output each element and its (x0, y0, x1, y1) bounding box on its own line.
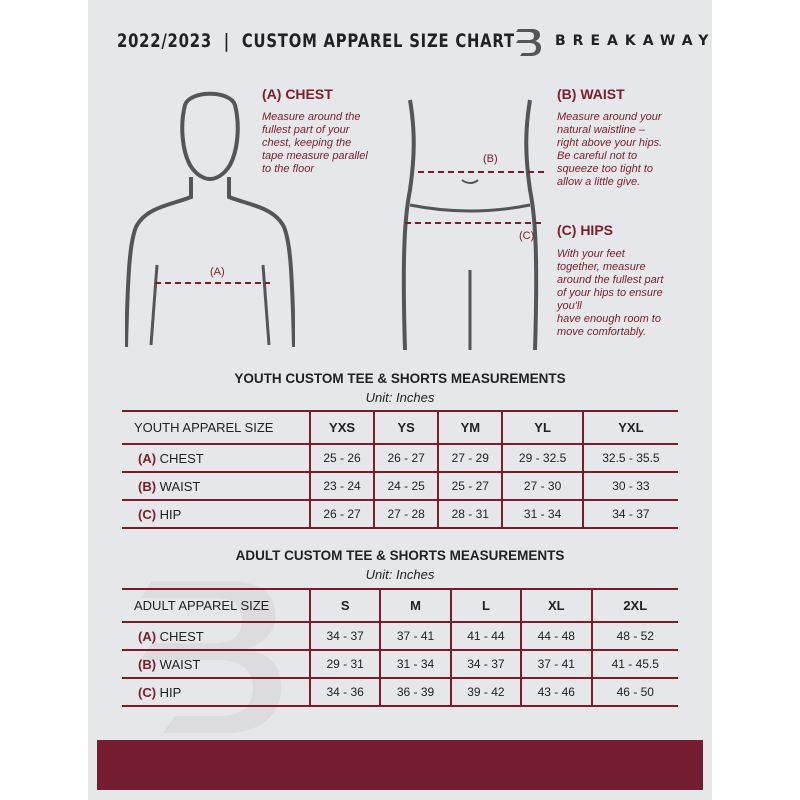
row-name: CHEST (159, 628, 204, 644)
row-label: (C) HIP (122, 677, 310, 707)
waist-description: Measure around your natural waistline – ri… (557, 111, 663, 188)
waist-marker: (B) (483, 153, 498, 165)
adult-unit: Unit: Inches (365, 567, 435, 582)
row-letter: (B) (138, 656, 157, 672)
table-cell: 27 - 28 (373, 499, 439, 529)
hips-description: With your feet together, measure around th… (557, 248, 664, 338)
table-header-row: YOUTH APPAREL SIZE YXS YS YM YL YXL (122, 410, 678, 445)
brand-name: BREAKAWAY (555, 33, 716, 49)
size-column-header: L (449, 588, 522, 623)
size-column-header: YXL (581, 410, 678, 445)
row-label: (B) WAIST (122, 471, 310, 501)
table-cell: 25 - 27 (437, 471, 503, 501)
table-cell: 34 - 37 (308, 621, 381, 651)
row-letter: (A) (138, 628, 157, 644)
waist-hips-illustration (401, 99, 545, 351)
table-cell: 41 - 44 (449, 621, 522, 651)
row-label: (A) CHEST (122, 443, 310, 473)
hips-marker: (C) (519, 230, 535, 242)
size-column-header: XL (520, 588, 592, 623)
table-cell: 46 - 50 (590, 677, 678, 707)
footer-bar (97, 740, 703, 790)
row-name: HIP (159, 506, 182, 522)
table-cell: 29 - 31 (308, 649, 381, 679)
adult-size-table: ADULT APPAREL SIZE S M L XL 2XL (A) CHEST 34 - … (122, 588, 678, 707)
waist-heading: (B) WAIST (557, 86, 625, 102)
table-cell: 39 - 42 (449, 677, 522, 707)
table-cell: 43 - 46 (520, 677, 592, 707)
table-cell: 29 - 32.5 (501, 443, 583, 473)
row-letter: (A) (138, 450, 157, 466)
size-column-header: YL (501, 410, 583, 445)
row-letter: (B) (138, 478, 157, 494)
table-cell: 32.5 - 35.5 (581, 443, 678, 473)
table-cell: 36 - 39 (379, 677, 451, 707)
page-title: 2022/2023 | CUSTOM APPAREL SIZE CHART (117, 30, 515, 52)
size-header: YOUTH APPAREL SIZE (122, 410, 310, 445)
table-cell: 34 - 36 (308, 677, 381, 707)
table-cell: 27 - 29 (437, 443, 503, 473)
table-cell: 34 - 37 (449, 649, 522, 679)
table-cell: 37 - 41 (379, 621, 451, 651)
table-cell: 34 - 37 (581, 499, 678, 529)
table-cell: 26 - 27 (308, 499, 375, 529)
table-cell: 23 - 24 (308, 471, 375, 501)
breakaway-logo-icon (516, 29, 541, 56)
chest-marker: (A) (210, 266, 225, 278)
table-cell: 31 - 34 (379, 649, 451, 679)
table-cell: 25 - 26 (308, 443, 375, 473)
youth-table-title: YOUTH CUSTOM TEE & SHORTS MEASUREMENTS (234, 371, 566, 386)
row-label: (C) HIP (122, 499, 310, 529)
size-column-header: YS (373, 410, 439, 445)
chest-illustration (125, 91, 295, 348)
table-cell: 37 - 41 (520, 649, 592, 679)
table-cell: 26 - 27 (373, 443, 439, 473)
table-row: (A) CHEST 34 - 37 37 - 41 41 - 44 44 - 48 48 … (122, 621, 678, 651)
row-name: HIP (159, 684, 182, 700)
youth-size-table: YOUTH APPAREL SIZE YXS YS YM YL YXL (A) CHEST 2… (122, 410, 678, 529)
table-cell: 48 - 52 (590, 621, 678, 651)
row-label: (B) WAIST (122, 649, 310, 679)
chest-heading: (A) CHEST (262, 86, 333, 102)
size-column-header: 2XL (590, 588, 678, 623)
row-name: WAIST (159, 478, 201, 494)
hips-heading: (C) HIPS (557, 222, 613, 238)
row-letter: (C) (138, 684, 157, 700)
chest-description: Measure around the fullest part of your ch… (262, 111, 368, 175)
table-cell: 28 - 31 (437, 499, 503, 529)
table-cell: 31 - 34 (501, 499, 583, 529)
table-row: (B) WAIST 29 - 31 31 - 34 34 - 37 37 - 41 41 … (122, 649, 678, 679)
size-header: ADULT APPAREL SIZE (122, 588, 310, 623)
size-column-header: S (308, 588, 381, 623)
table-row: (B) WAIST 23 - 24 24 - 25 25 - 27 27 - 30 30 … (122, 471, 678, 501)
table-cell: 24 - 25 (373, 471, 439, 501)
table-cell: 30 - 33 (581, 471, 678, 501)
row-name: CHEST (159, 450, 204, 466)
size-column-header: YXS (308, 410, 375, 445)
youth-unit: Unit: Inches (365, 390, 435, 405)
row-name: WAIST (159, 656, 201, 672)
size-column-header: M (379, 588, 451, 623)
table-row: (C) HIP 26 - 27 27 - 28 28 - 31 31 - 34 34 - … (122, 499, 678, 529)
table-row: (A) CHEST 25 - 26 26 - 27 27 - 29 29 - 32.5 3… (122, 443, 678, 473)
size-column-header: YM (437, 410, 503, 445)
table-cell: 41 - 45.5 (590, 649, 678, 679)
adult-table-title: ADULT CUSTOM TEE & SHORTS MEASUREMENTS (235, 548, 565, 563)
table-cell: 44 - 48 (520, 621, 592, 651)
row-label: (A) CHEST (122, 621, 310, 651)
table-header-row: ADULT APPAREL SIZE S M L XL 2XL (122, 588, 678, 623)
row-letter: (C) (138, 506, 157, 522)
table-row: (C) HIP 34 - 36 36 - 39 39 - 42 43 - 46 46 - … (122, 677, 678, 707)
table-cell: 27 - 30 (501, 471, 583, 501)
